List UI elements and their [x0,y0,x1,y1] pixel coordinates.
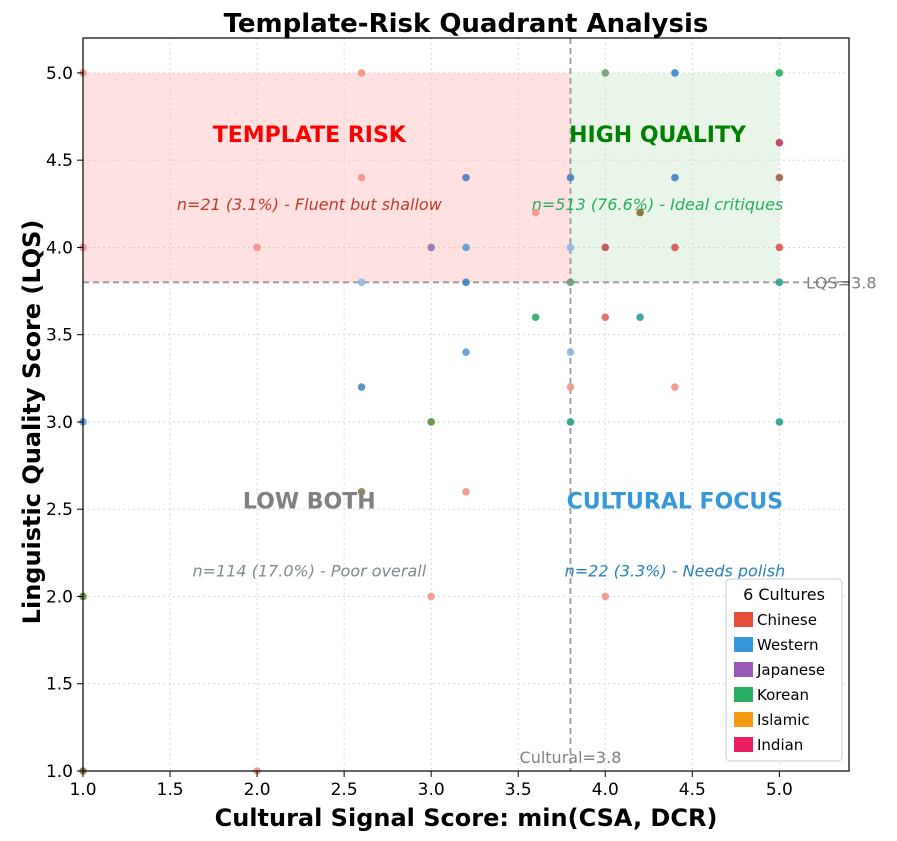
legend-label-japanese: Japanese [756,661,825,679]
data-point [427,592,435,601]
y-tick-label: 3.5 [46,326,73,346]
y-tick-label: 3.0 [46,413,73,433]
quadrant-note-0: n=21 (3.1%) - Fluent but shallow [177,195,443,214]
plot-frame [82,37,850,772]
data-point [566,173,575,182]
grid [82,38,849,772]
data-point [357,383,366,391]
data-point [671,383,679,391]
data-point [357,173,366,182]
legend-label-western: Western [757,636,819,654]
data-point [775,418,784,426]
quadrant-note-2: n=114 (17.0%) - Poor overall [192,561,426,580]
data-point [462,278,470,287]
y-tick-label: 1.0 [46,762,73,782]
y-tick-label: 2.0 [46,587,73,607]
legend-frame [725,578,843,762]
data-point [601,69,610,77]
y-tick-label: 4.5 [46,151,73,171]
legend-swatch-indian [734,737,753,752]
data-point [671,173,679,182]
x-axis-label: Cultural Signal Score: min(CSA, DCR) [215,804,718,832]
quadrant-note-1: n=513 (76.6%) - Ideal critiques [532,195,784,214]
data-point [601,243,610,252]
x-tick-label: 3.0 [418,780,445,800]
data-point [462,243,470,252]
data-point [775,243,784,252]
x-tick-label: 2.5 [331,780,358,800]
legend: 6 Cultures Chinese Western Japanese Korean I… [725,578,843,762]
data-point [566,243,575,252]
legend-label-chinese: Chinese [757,611,817,629]
legend-label-korean: Korean [757,686,809,704]
y-tick-label: 5.0 [46,64,73,84]
data-point [671,69,679,77]
quadrant-area-0 [83,72,571,283]
threshold-label-x: Cultural=3.8 [520,748,622,767]
data-point [462,348,470,356]
x-tick-label: 3.5 [505,780,532,800]
data-point [357,278,366,287]
data-point [531,208,540,217]
chart-title: Template-Risk Quadrant Analysis [224,9,709,39]
data-point [566,278,575,287]
y-tick-label: 4.0 [46,238,73,258]
legend-swatch-chinese [734,612,753,627]
y-axis-label: Linguistic Quality Score (LQS) [18,220,46,625]
x-tick-label: 5.0 [766,780,793,800]
data-point [775,69,784,77]
data-point [566,348,575,356]
data-point [531,313,540,322]
data-point [601,313,610,322]
data-point [636,313,644,322]
quadrant-labels: TEMPLATE RISK n=21 (3.1%) - Fluent but sh… [177,123,785,580]
data-point [775,173,784,182]
data-point [427,418,435,426]
quadrant-title-2: LOW BOTH [243,489,376,514]
quadrant-title-0: TEMPLATE RISK [213,123,407,148]
data-point [357,487,366,496]
legend-swatch-islamic [734,712,753,727]
data-point [462,173,470,182]
x-tick-label: 2.0 [244,780,271,800]
data-point [601,592,610,601]
data-point [462,487,470,496]
legend-swatch-korean [734,687,753,702]
data-point [427,243,435,252]
legend-label-islamic: Islamic [757,711,810,729]
y-tick-label: 1.5 [46,675,73,695]
legend-swatch-western [734,637,753,652]
data-point [566,418,575,426]
x-tick-label: 1.5 [157,780,184,800]
y-tick-label: 2.5 [46,500,73,520]
data-point [566,383,575,391]
data-point [253,243,261,252]
legend-swatch-japanese [734,662,753,677]
x-tick-label: 4.0 [592,780,619,800]
x-tick-label: 4.5 [679,780,706,800]
data-points [79,69,784,775]
data-point [357,69,366,77]
axes: 1.0 1.5 2.0 2.5 3.0 3.5 4.0 4.5 5.0 1.0 1.5 2.0 2.5 3… [46,64,793,800]
quadrant-title-3: CULTURAL FOCUS [567,489,784,514]
data-point [671,243,679,252]
legend-title: 6 Cultures [743,585,825,604]
quadrant-title-1: HIGH QUALITY [569,123,747,148]
threshold-label-y: LQS=3.8 [806,273,877,292]
quadrant-note-3: n=22 (3.3%) - Needs polish [565,561,786,580]
data-point [775,138,784,147]
data-point [636,208,644,217]
data-point [775,278,784,287]
legend-label-indian: Indian [757,736,803,754]
x-tick-label: 1.0 [69,780,96,800]
